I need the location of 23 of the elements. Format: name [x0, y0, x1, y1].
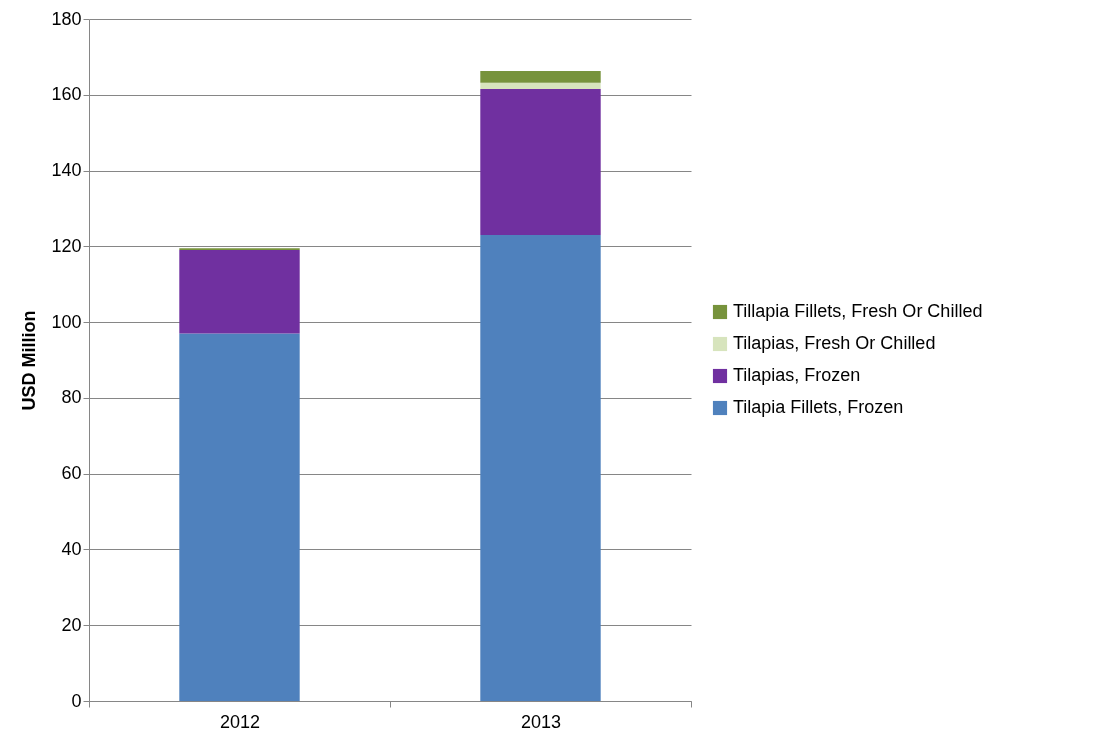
legend-label: Tilapia Fillets, Frozen: [733, 397, 904, 417]
legend-label: Tilapias, Fresh Or Chilled: [733, 333, 936, 353]
y-tick-label: 180: [51, 8, 82, 29]
y-tick-label: 140: [51, 160, 82, 181]
y-tick-label: 0: [71, 690, 82, 711]
bar: [179, 250, 300, 334]
x-tick-label: 2012: [219, 711, 261, 732]
x-tick-label: 2013: [520, 711, 562, 732]
bar: [480, 70, 601, 83]
bar: [480, 89, 601, 235]
y-tick-label: 60: [61, 463, 82, 484]
legend-label: Tilapias, Frozen: [733, 365, 861, 385]
bar: [480, 234, 601, 701]
y-tick-label: 100: [51, 311, 82, 332]
legend-label: Tillapia Fillets, Fresh Or Chilled: [733, 301, 983, 321]
y-tick-label: 160: [51, 84, 82, 105]
y-axis-title: USD Million: [19, 310, 40, 411]
y-tick-label: 80: [61, 387, 82, 408]
y-tick-label: 120: [51, 235, 82, 256]
y-tick-label: 40: [61, 538, 82, 559]
bar: [179, 333, 300, 701]
bar: [480, 82, 601, 90]
y-tick-label: 20: [61, 614, 82, 635]
